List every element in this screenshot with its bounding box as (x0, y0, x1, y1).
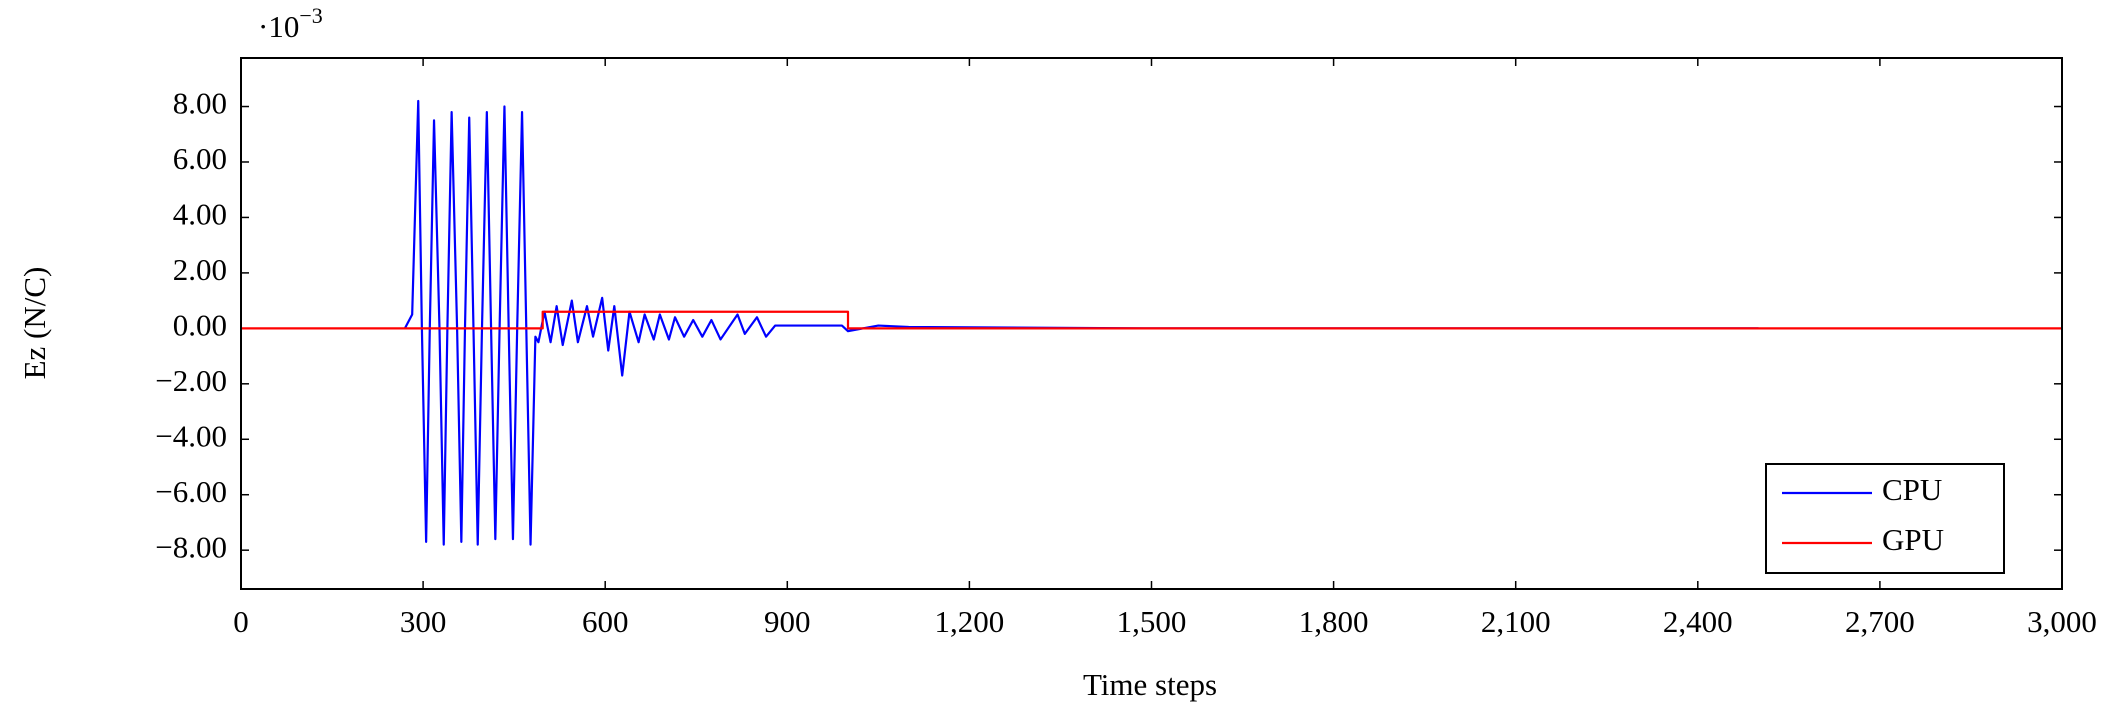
legend-label: GPU (1882, 522, 1944, 557)
y-tick-label: 0.00 (173, 307, 227, 342)
x-tick-label: 0 (233, 604, 249, 639)
y-tick-label: 4.00 (173, 197, 227, 232)
y-tick-label: 8.00 (173, 86, 227, 121)
y-tick-label: −6.00 (155, 474, 227, 509)
y-tick-label: −4.00 (155, 418, 227, 453)
legend-label: CPU (1882, 472, 1942, 507)
x-tick-label: 2,100 (1481, 604, 1551, 639)
x-tick-label: 1,800 (1299, 604, 1369, 639)
series-line (403, 99, 1759, 546)
series-line (241, 310, 2062, 330)
x-tick-label: 300 (400, 604, 447, 639)
x-tick-label: 2,700 (1845, 604, 1915, 639)
y-multiplier-exponent: −3 (299, 3, 322, 28)
y-multiplier: ·10−3 (258, 3, 323, 44)
x-tick-label: 2,400 (1663, 604, 1733, 639)
y-tick-label: 2.00 (173, 252, 227, 287)
y-multiplier-base: ·10 (258, 9, 299, 44)
y-axis-label: Ez (N/C) (17, 267, 52, 380)
y-tick-label: −2.00 (155, 363, 227, 398)
y-tick-label: −8.00 (155, 529, 227, 564)
y-tick-label: 6.00 (173, 141, 227, 176)
x-tick-label: 600 (582, 604, 629, 639)
x-axis-label: Time steps (1083, 667, 1217, 702)
x-tick-label: 1,500 (1117, 604, 1187, 639)
legend-box (1765, 463, 2005, 574)
x-tick-label: 1,200 (935, 604, 1005, 639)
plot-frame (240, 57, 2063, 590)
x-tick-label: 3,000 (2027, 604, 2097, 639)
x-tick-label: 900 (764, 604, 811, 639)
